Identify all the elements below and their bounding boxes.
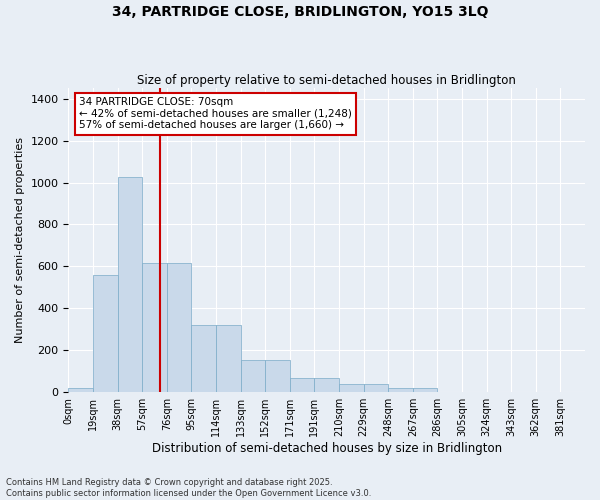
Bar xyxy=(93,275,118,392)
Bar xyxy=(339,384,364,392)
Bar xyxy=(68,388,93,392)
Bar xyxy=(314,378,339,392)
Bar xyxy=(118,178,142,392)
Title: Size of property relative to semi-detached houses in Bridlington: Size of property relative to semi-detach… xyxy=(137,74,516,87)
X-axis label: Distribution of semi-detached houses by size in Bridlington: Distribution of semi-detached houses by … xyxy=(152,442,502,455)
Bar xyxy=(413,388,437,392)
Text: Contains HM Land Registry data © Crown copyright and database right 2025.
Contai: Contains HM Land Registry data © Crown c… xyxy=(6,478,371,498)
Text: 34 PARTRIDGE CLOSE: 70sqm
← 42% of semi-detached houses are smaller (1,248)
57% : 34 PARTRIDGE CLOSE: 70sqm ← 42% of semi-… xyxy=(79,98,352,130)
Y-axis label: Number of semi-detached properties: Number of semi-detached properties xyxy=(15,137,25,343)
Bar xyxy=(241,360,265,392)
Bar xyxy=(216,325,241,392)
Bar xyxy=(167,264,191,392)
Bar xyxy=(191,325,216,392)
Bar xyxy=(388,388,413,392)
Text: 34, PARTRIDGE CLOSE, BRIDLINGTON, YO15 3LQ: 34, PARTRIDGE CLOSE, BRIDLINGTON, YO15 3… xyxy=(112,5,488,19)
Bar xyxy=(265,360,290,392)
Bar xyxy=(142,264,167,392)
Bar xyxy=(290,378,314,392)
Bar xyxy=(364,384,388,392)
